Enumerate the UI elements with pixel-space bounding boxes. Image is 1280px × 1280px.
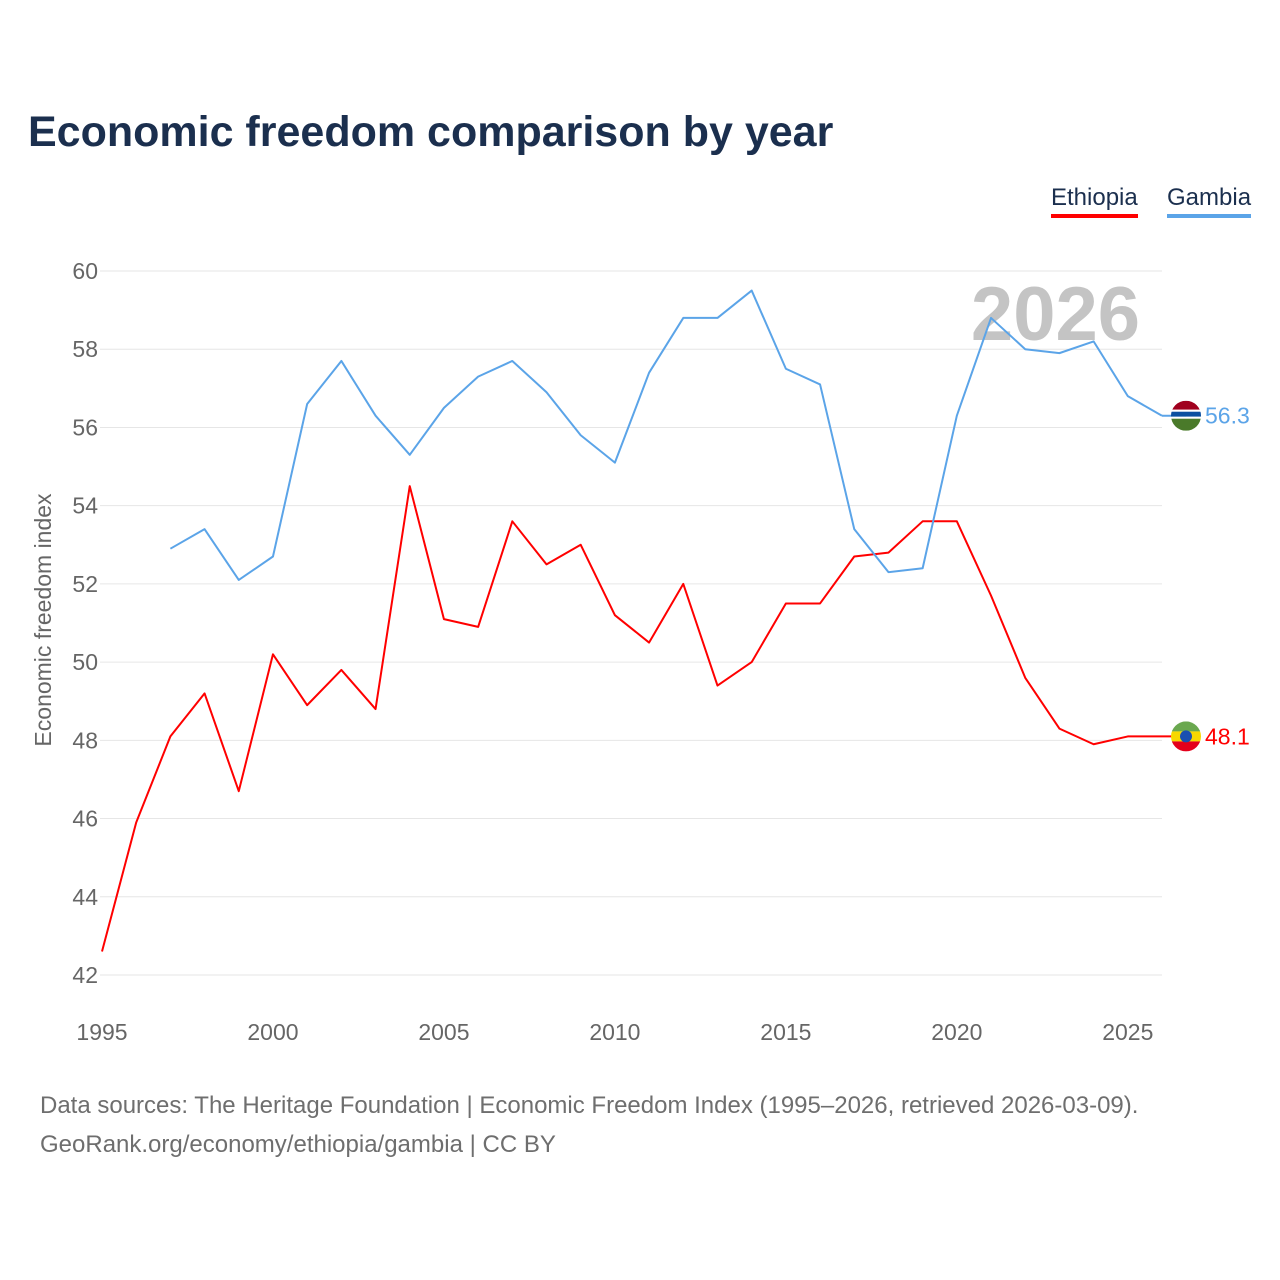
y-tick-label: 50 — [72, 649, 98, 675]
x-tick-label: 2000 — [247, 1019, 298, 1045]
y-tick-label: 56 — [72, 414, 98, 440]
legend-ethiopia[interactable]: Ethiopia — [1051, 184, 1138, 218]
ethiopia-flag-icon — [1171, 721, 1201, 752]
year-watermark: 2026 — [971, 272, 1140, 357]
y-tick-label: 46 — [72, 806, 98, 832]
x-tick-label: 1995 — [76, 1019, 127, 1045]
y-tick-label: 48 — [72, 727, 98, 753]
y-tick-label: 52 — [72, 571, 98, 597]
end-value-label: 48.1 — [1205, 723, 1250, 749]
y-tick-label: 60 — [72, 258, 98, 284]
y-tick-label: 42 — [72, 962, 98, 988]
x-tick-label: 2025 — [1102, 1019, 1153, 1045]
legend-gambia[interactable]: Gambia — [1167, 184, 1252, 218]
end-value-label: 56.3 — [1205, 403, 1250, 429]
y-tick-label: 54 — [72, 493, 98, 519]
chart-title: Economic freedom comparison by year — [28, 108, 834, 156]
x-tick-label: 2020 — [931, 1019, 982, 1045]
attribution-link[interactable]: GeoRank.org/economy/ethiopia/gambia | CC… — [40, 1131, 556, 1158]
data-source-text: Data sources: The Heritage Foundation | … — [40, 1092, 1139, 1119]
y-tick-label: 58 — [72, 336, 98, 362]
y-tick-label: 44 — [72, 884, 98, 910]
x-tick-label: 2015 — [760, 1019, 811, 1045]
series-line-gambia — [169, 289, 1163, 581]
footer: Data sources: The Heritage Foundation | … — [40, 1086, 1138, 1164]
x-tick-label: 2010 — [589, 1019, 640, 1045]
gambia-flag-icon — [1171, 400, 1201, 431]
x-tick-label: 2005 — [418, 1019, 469, 1045]
series-line-ethiopia — [101, 485, 1162, 952]
y-axis-label: Economic freedom index — [30, 493, 56, 747]
